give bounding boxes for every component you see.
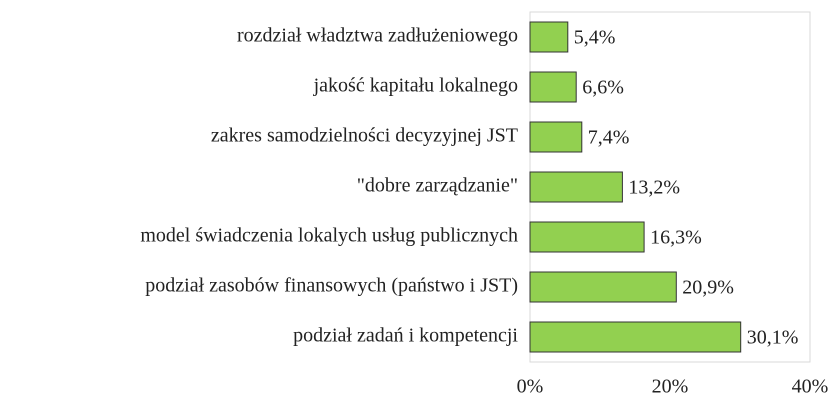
data-label: 13,2% xyxy=(628,177,680,199)
bar xyxy=(529,71,577,103)
y-tick-label: rozdział władztwa zadłużeniowego xyxy=(237,25,518,47)
data-label: 30,1% xyxy=(747,327,799,349)
bar xyxy=(529,271,677,303)
bar xyxy=(529,171,623,203)
y-tick-label: jakość kapitału lokalnego xyxy=(313,75,518,97)
data-label: 20,9% xyxy=(682,277,734,299)
data-label: 6,6% xyxy=(582,77,624,99)
data-label: 7,4% xyxy=(588,127,630,149)
data-label: 16,3% xyxy=(650,227,702,249)
bar xyxy=(529,321,742,353)
y-tick-label: podział zasobów finansowych (państwo i J… xyxy=(145,275,518,297)
y-tick-label: "dobre zarządzanie" xyxy=(357,175,518,197)
y-tick-label: zakres samodzielności decyzyjnej JST xyxy=(211,125,518,147)
bar xyxy=(529,21,569,53)
data-label: 5,4% xyxy=(574,27,616,49)
y-tick-label: model świadczenia lokalych usług publicz… xyxy=(140,225,518,247)
bar xyxy=(529,221,645,253)
x-tick-label: 20% xyxy=(652,376,689,398)
x-tick-label: 0% xyxy=(517,376,544,398)
x-tick-label: 40% xyxy=(792,376,829,398)
y-tick-label: podział zadań i kompetencji xyxy=(293,325,518,347)
bar xyxy=(529,121,583,153)
